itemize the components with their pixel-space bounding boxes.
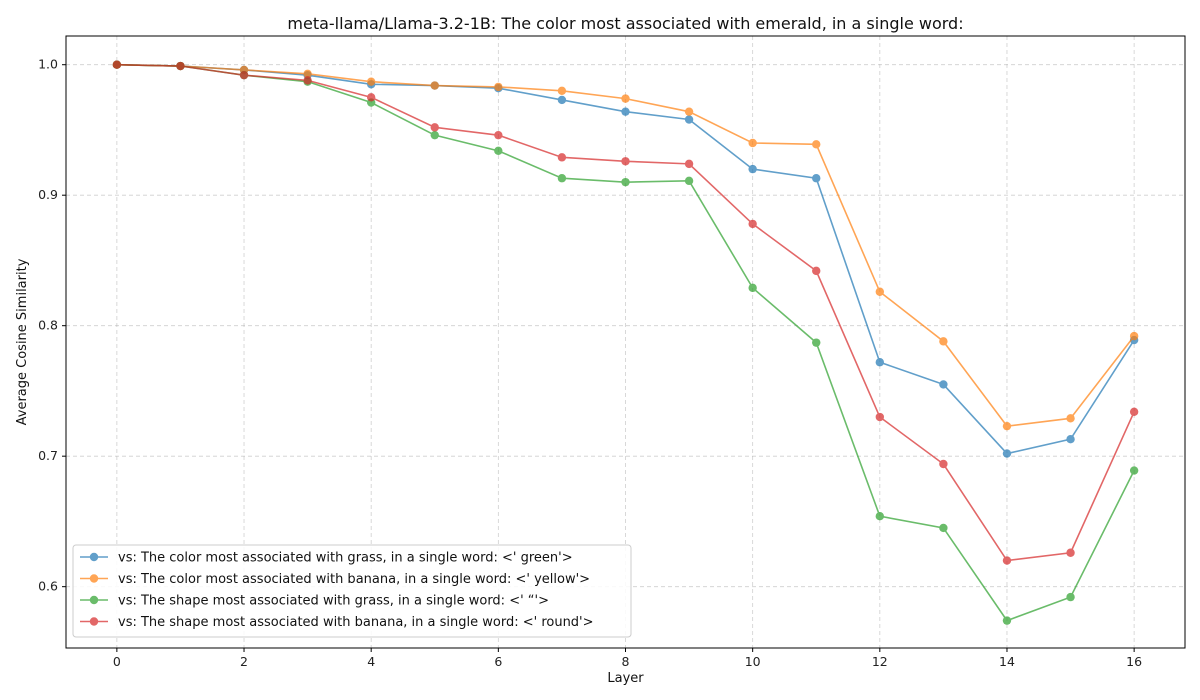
data-point <box>557 95 567 105</box>
data-point <box>1129 466 1139 475</box>
x-tick-label: 6 <box>494 654 502 669</box>
legend-label: vs: The color most associated with banan… <box>118 572 590 587</box>
x-tick-label: 10 <box>745 654 761 669</box>
x-tick-label: 0 <box>113 654 121 669</box>
series-3 <box>112 60 1139 565</box>
data-point <box>875 287 885 296</box>
y-axis-label: Average Cosine Similarity <box>15 258 30 425</box>
data-point <box>748 283 757 293</box>
data-point <box>557 86 567 96</box>
data-point <box>939 523 948 533</box>
data-point <box>1002 556 1012 565</box>
data-point <box>1002 449 1012 458</box>
data-point <box>1002 421 1012 431</box>
x-tick-label: 4 <box>367 654 375 669</box>
legend-label: vs: The shape most associated with grass… <box>118 594 549 609</box>
data-point <box>1066 435 1075 444</box>
data-point <box>812 338 821 347</box>
series-line <box>116 63 1135 428</box>
data-point <box>621 94 630 103</box>
data-point <box>430 123 439 132</box>
x-tick-label: 14 <box>999 654 1015 669</box>
legend-swatch <box>80 574 108 583</box>
data-point <box>621 157 630 166</box>
data-point <box>1129 331 1139 341</box>
data-point <box>176 61 185 71</box>
legend-swatch <box>80 617 108 626</box>
data-point <box>1129 407 1139 417</box>
legend-box <box>72 544 632 638</box>
data-point <box>875 358 885 367</box>
data-point <box>303 76 312 85</box>
data-point <box>1002 616 1012 625</box>
data-point <box>494 130 503 140</box>
data-point <box>239 70 249 80</box>
data-point <box>812 174 821 183</box>
axis-ticks: 0 2 4 6 8 10 12 14 16 0.6 0.7 0.8 0.9 1.0 <box>38 57 1142 669</box>
data-point <box>303 69 312 79</box>
data-point <box>684 115 694 124</box>
data-point <box>557 174 567 183</box>
data-point <box>875 412 885 422</box>
y-tick-label: 0.7 <box>38 448 58 463</box>
data-point <box>939 337 948 346</box>
x-tick-label: 12 <box>872 654 888 669</box>
legend-item: vs: The shape most associated with grass… <box>80 594 549 609</box>
data-point <box>557 153 567 162</box>
data-point <box>1066 592 1075 602</box>
x-axis-label: Layer <box>607 671 644 686</box>
data-point <box>430 130 439 140</box>
legend: vs: The color most associated with grass… <box>72 544 632 638</box>
data-point <box>1066 548 1075 557</box>
data-point <box>748 219 757 229</box>
data-point <box>621 107 630 116</box>
y-tick-label: 0.9 <box>38 187 58 202</box>
data-point <box>366 93 376 102</box>
data-point <box>684 107 694 116</box>
data-point <box>748 164 757 174</box>
data-point <box>684 176 694 186</box>
data-point <box>621 177 630 187</box>
series-layer <box>112 60 1139 625</box>
legend-swatch <box>80 552 108 562</box>
data-point <box>1066 414 1075 423</box>
data-point <box>494 146 503 156</box>
legend-label: vs: The shape most associated with banan… <box>118 615 594 630</box>
legend-item: vs: The color most associated with grass… <box>80 551 573 566</box>
x-tick-label: 2 <box>240 654 248 669</box>
data-point <box>366 77 376 86</box>
data-point <box>112 60 122 69</box>
y-tick-label: 1.0 <box>38 57 58 72</box>
chart-title: meta-llama/Llama-3.2-1B: The color most … <box>287 14 963 33</box>
data-point <box>684 159 694 169</box>
data-point <box>430 81 439 90</box>
x-tick-label: 16 <box>1126 654 1142 669</box>
data-point <box>494 82 503 92</box>
data-point <box>812 266 821 276</box>
y-tick-label: 0.8 <box>38 318 58 333</box>
legend-swatch <box>80 595 108 605</box>
y-tick-label: 0.6 <box>38 579 58 594</box>
data-point <box>875 512 885 521</box>
x-tick-label: 8 <box>622 654 630 669</box>
legend-item: vs: The color most associated with banan… <box>80 572 590 587</box>
legend-label: vs: The color most associated with grass… <box>118 551 573 566</box>
data-point <box>812 140 821 149</box>
series-2 <box>112 60 1139 625</box>
data-point <box>939 459 948 469</box>
legend-item: vs: The shape most associated with banan… <box>80 615 594 630</box>
data-point <box>748 138 757 148</box>
data-point <box>939 380 948 389</box>
